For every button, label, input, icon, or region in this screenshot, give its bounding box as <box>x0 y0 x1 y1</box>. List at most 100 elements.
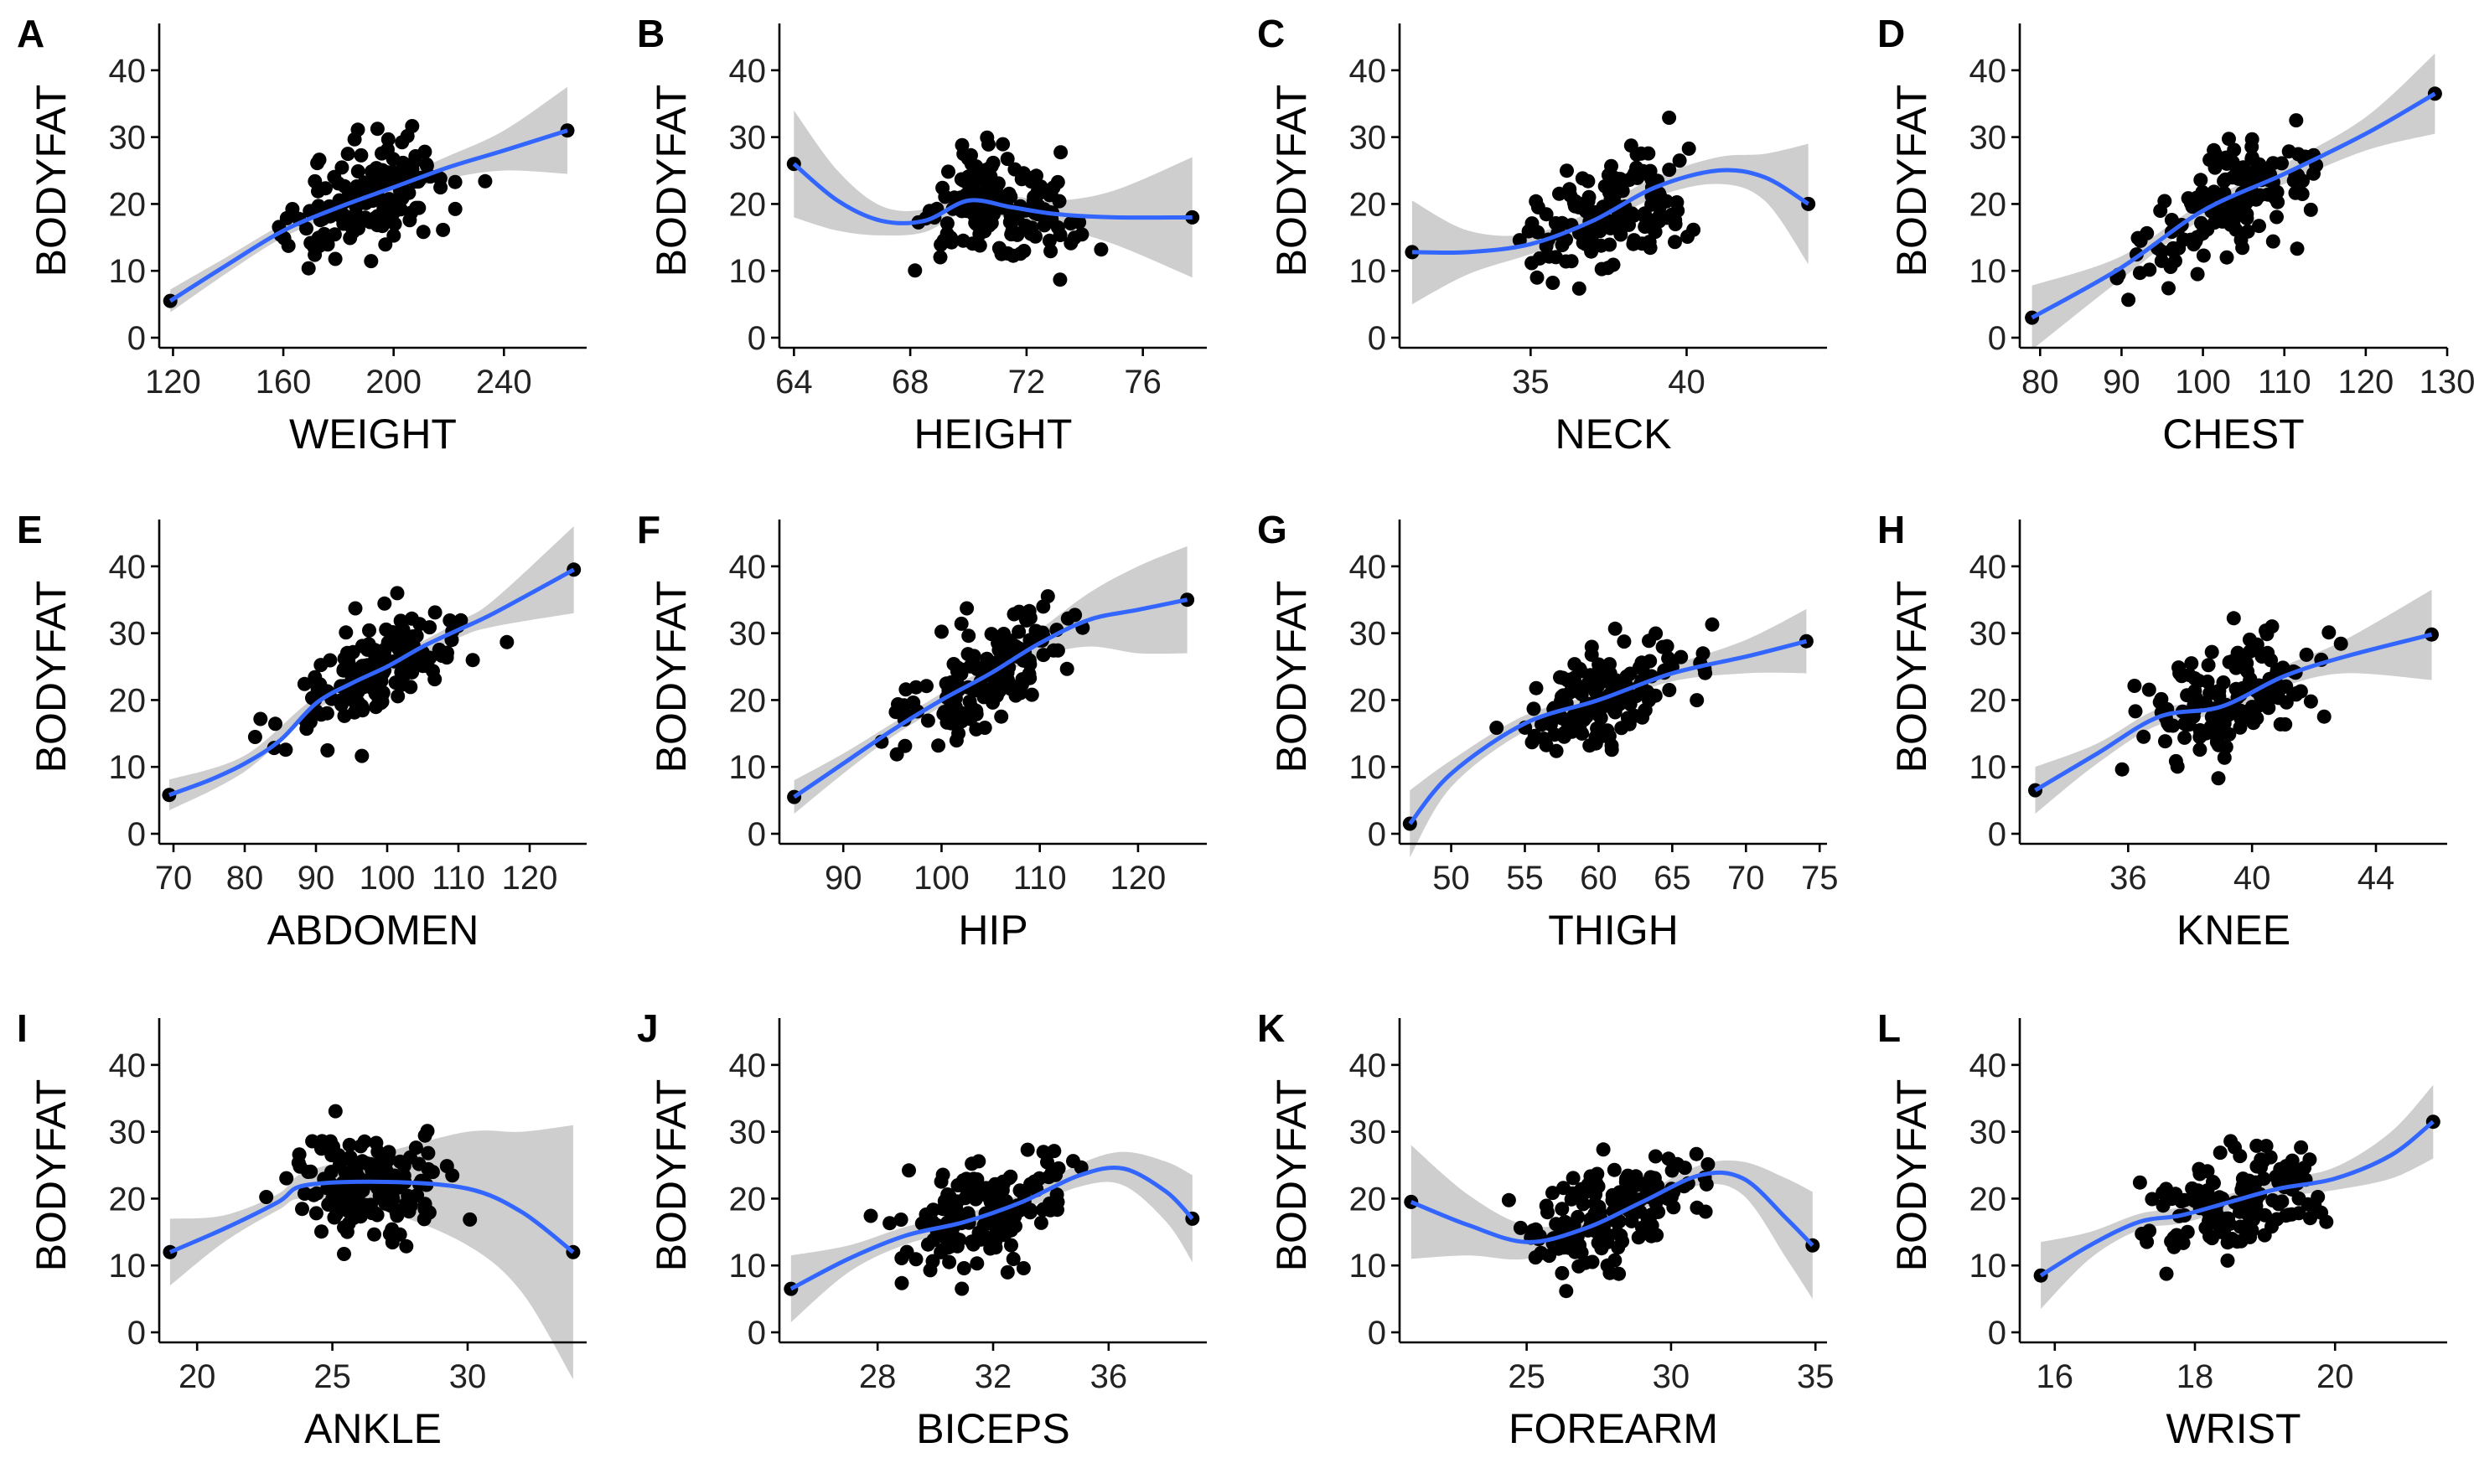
data-point <box>1662 683 1677 697</box>
data-point <box>2192 742 2207 758</box>
data-point <box>409 200 424 215</box>
data-point <box>986 1228 1002 1244</box>
y-tick-label: 30 <box>729 120 767 157</box>
data-point <box>1047 1144 1062 1159</box>
data-point <box>297 676 312 691</box>
data-point <box>994 709 1009 724</box>
data-point <box>1690 693 1705 708</box>
data-point <box>1622 716 1637 732</box>
data-point <box>2222 726 2237 742</box>
data-point <box>2290 685 2305 701</box>
data-point <box>405 119 420 133</box>
data-point <box>898 738 913 753</box>
data-point <box>1529 1228 1544 1243</box>
panel-letter: E <box>17 508 43 551</box>
x-tick-label: 28 <box>859 1358 897 1395</box>
data-point <box>2321 625 2337 640</box>
y-tick-label: 30 <box>1969 1114 2007 1151</box>
data-point <box>2153 204 2168 218</box>
y-tick-label: 30 <box>109 120 147 157</box>
y-tick-label: 30 <box>1349 1114 1387 1151</box>
data-point <box>2264 653 2279 668</box>
y-tick-label: 40 <box>729 53 767 90</box>
data-point <box>1610 1226 1625 1241</box>
data-point <box>1036 648 1051 663</box>
data-point <box>1576 1197 1591 1212</box>
data-point <box>1552 186 1566 201</box>
data-point <box>448 174 463 189</box>
data-point <box>445 1168 460 1183</box>
data-point <box>329 1207 344 1222</box>
y-tick-label: 40 <box>729 549 767 586</box>
data-point <box>1567 657 1582 672</box>
x-tick-label: 80 <box>2021 364 2059 401</box>
y-tick-label: 30 <box>729 616 767 653</box>
data-point <box>2274 1163 2289 1178</box>
data-point <box>2240 1207 2255 1222</box>
data-point <box>2306 166 2321 181</box>
data-point <box>2185 199 2200 215</box>
x-tick-label: 50 <box>1432 860 1470 897</box>
data-point <box>337 1220 351 1235</box>
data-point <box>1651 1204 1666 1219</box>
data-point <box>291 1156 306 1171</box>
data-point <box>2294 1140 2309 1155</box>
y-tick-label: 10 <box>729 1248 767 1285</box>
data-point <box>2248 163 2263 178</box>
data-point <box>1607 1162 1622 1177</box>
data-point <box>961 628 976 644</box>
data-point <box>432 171 448 186</box>
data-point <box>920 1237 935 1252</box>
data-point <box>403 1198 418 1213</box>
data-point <box>385 1235 400 1250</box>
data-point <box>463 1212 478 1227</box>
data-point <box>2254 1160 2268 1175</box>
data-point <box>963 659 978 674</box>
data-point <box>314 1224 329 1239</box>
data-point <box>355 748 370 763</box>
data-point <box>1014 172 1029 187</box>
data-point <box>1592 1200 1607 1215</box>
data-point <box>1582 738 1597 753</box>
y-tick-label: 0 <box>1988 1315 2006 1352</box>
data-point <box>339 625 354 640</box>
data-point <box>2279 679 2294 694</box>
data-point <box>355 703 370 718</box>
data-point <box>1603 220 1618 235</box>
data-point <box>2208 716 2223 731</box>
data-point <box>1033 1215 1048 1230</box>
data-point <box>2159 1266 2174 1281</box>
data-point <box>2220 1253 2235 1268</box>
data-point <box>1559 254 1573 269</box>
data-point <box>1643 1228 1659 1244</box>
x-tick-label: 100 <box>2175 364 2231 401</box>
panel-letter: G <box>1257 508 1287 551</box>
panel-k: 0 10 20 30 40 25 30 35 FOREARM BODYFAT K <box>1257 1006 1834 1452</box>
data-point <box>1664 1163 1680 1178</box>
data-point <box>977 721 992 735</box>
data-point <box>1612 1266 1627 1281</box>
data-point <box>1610 1189 1624 1203</box>
data-point <box>364 254 379 269</box>
data-point <box>1524 256 1540 271</box>
y-tick-label: 10 <box>1349 749 1387 786</box>
data-point <box>415 659 430 674</box>
x-tick-label: 120 <box>1110 860 1167 897</box>
data-point <box>2289 113 2304 128</box>
data-point <box>2233 720 2248 735</box>
data-point <box>448 201 463 216</box>
x-tick-label: 90 <box>825 860 862 897</box>
data-point <box>1004 1238 1018 1253</box>
data-point <box>2220 1235 2235 1250</box>
data-point <box>2204 644 2219 659</box>
data-point <box>303 1164 318 1179</box>
data-point <box>427 605 443 620</box>
data-point <box>1545 276 1560 290</box>
y-tick-label: 20 <box>729 682 767 719</box>
data-point <box>1536 732 1551 747</box>
data-point <box>2114 762 2130 777</box>
data-point <box>2161 281 2176 296</box>
data-point <box>1022 670 1038 685</box>
x-tick-label: 240 <box>476 364 532 401</box>
